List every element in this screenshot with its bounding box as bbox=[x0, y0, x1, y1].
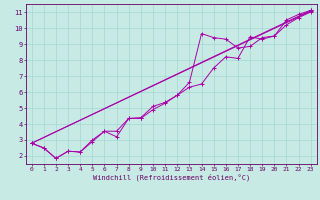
X-axis label: Windchill (Refroidissement éolien,°C): Windchill (Refroidissement éolien,°C) bbox=[92, 173, 250, 181]
